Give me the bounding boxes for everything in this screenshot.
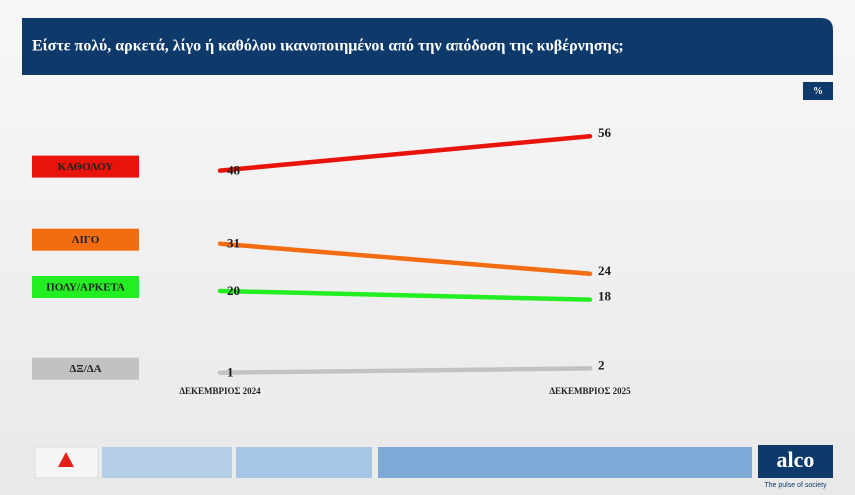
chart-title: Είστε πολύ, αρκετά, λίγο ή καθόλου ικανο… xyxy=(32,38,624,55)
footer-box xyxy=(378,447,752,478)
legend-swatch xyxy=(32,155,139,178)
legend-swatch xyxy=(32,228,139,251)
data-label: 20 xyxy=(227,283,240,298)
title-banner xyxy=(22,18,833,75)
series-line xyxy=(217,133,593,173)
legend-label: ΔΞ/ΔΑ xyxy=(69,363,101,375)
data-label: 1 xyxy=(227,365,234,380)
legend-label: ΠΟΛΥ/ΑΡΚΕΤΑ xyxy=(46,282,125,294)
brand-box xyxy=(758,445,833,478)
legend-label: ΛΙΓΟ xyxy=(72,234,100,246)
brand: alco xyxy=(777,447,815,472)
x-tick-label: ΔΕΚΕΜΒΡΙΟΣ 2024 xyxy=(179,386,261,396)
data-label: 18 xyxy=(598,289,612,304)
unit-badge xyxy=(803,82,833,100)
series-line xyxy=(217,241,593,277)
tagline: The pulse of society xyxy=(764,482,827,489)
footer-box xyxy=(236,447,372,478)
series-line xyxy=(217,366,593,375)
data-label: 56 xyxy=(598,125,612,140)
unit-badge-text: % xyxy=(813,86,823,97)
series-line xyxy=(217,288,593,302)
footer-logo-icon xyxy=(58,452,74,467)
footer-box xyxy=(102,447,232,478)
legend-swatch xyxy=(32,357,139,380)
data-label: 24 xyxy=(598,263,612,278)
legend-swatch xyxy=(32,276,139,298)
data-label: 31 xyxy=(227,236,240,251)
legend-label: ΚΑΘΟΛΟΥ xyxy=(58,161,114,173)
data-label: 48 xyxy=(227,163,241,178)
x-tick-label: ΔΕΚΕΜΒΡΙΟΣ 2025 xyxy=(549,386,631,396)
data-label: 2 xyxy=(598,357,605,372)
